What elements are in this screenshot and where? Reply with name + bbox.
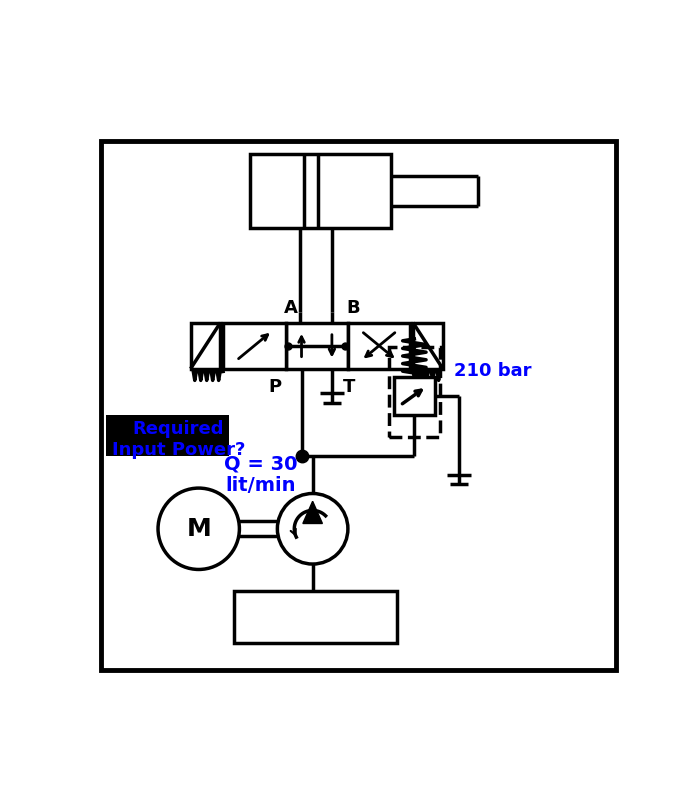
Bar (286, 322, 348, 369)
Bar (223, 322, 286, 369)
Text: Q = 30
lit/min: Q = 30 lit/min (224, 454, 298, 495)
Bar (106, 415, 228, 455)
Bar (251, 154, 391, 228)
Bar (394, 377, 435, 415)
Bar (348, 322, 410, 369)
Circle shape (158, 488, 239, 570)
Text: A: A (284, 299, 298, 318)
Bar (389, 347, 440, 437)
Polygon shape (303, 502, 323, 523)
Circle shape (277, 494, 348, 564)
Bar (234, 591, 397, 642)
Text: B: B (346, 299, 360, 318)
Text: Required
Input Power?: Required Input Power? (112, 420, 245, 458)
Text: M: M (186, 517, 211, 541)
Text: P: P (268, 378, 281, 396)
Text: T: T (343, 378, 356, 396)
Text: 210 bar: 210 bar (454, 362, 531, 381)
Bar (413, 322, 443, 369)
Bar (190, 322, 220, 369)
